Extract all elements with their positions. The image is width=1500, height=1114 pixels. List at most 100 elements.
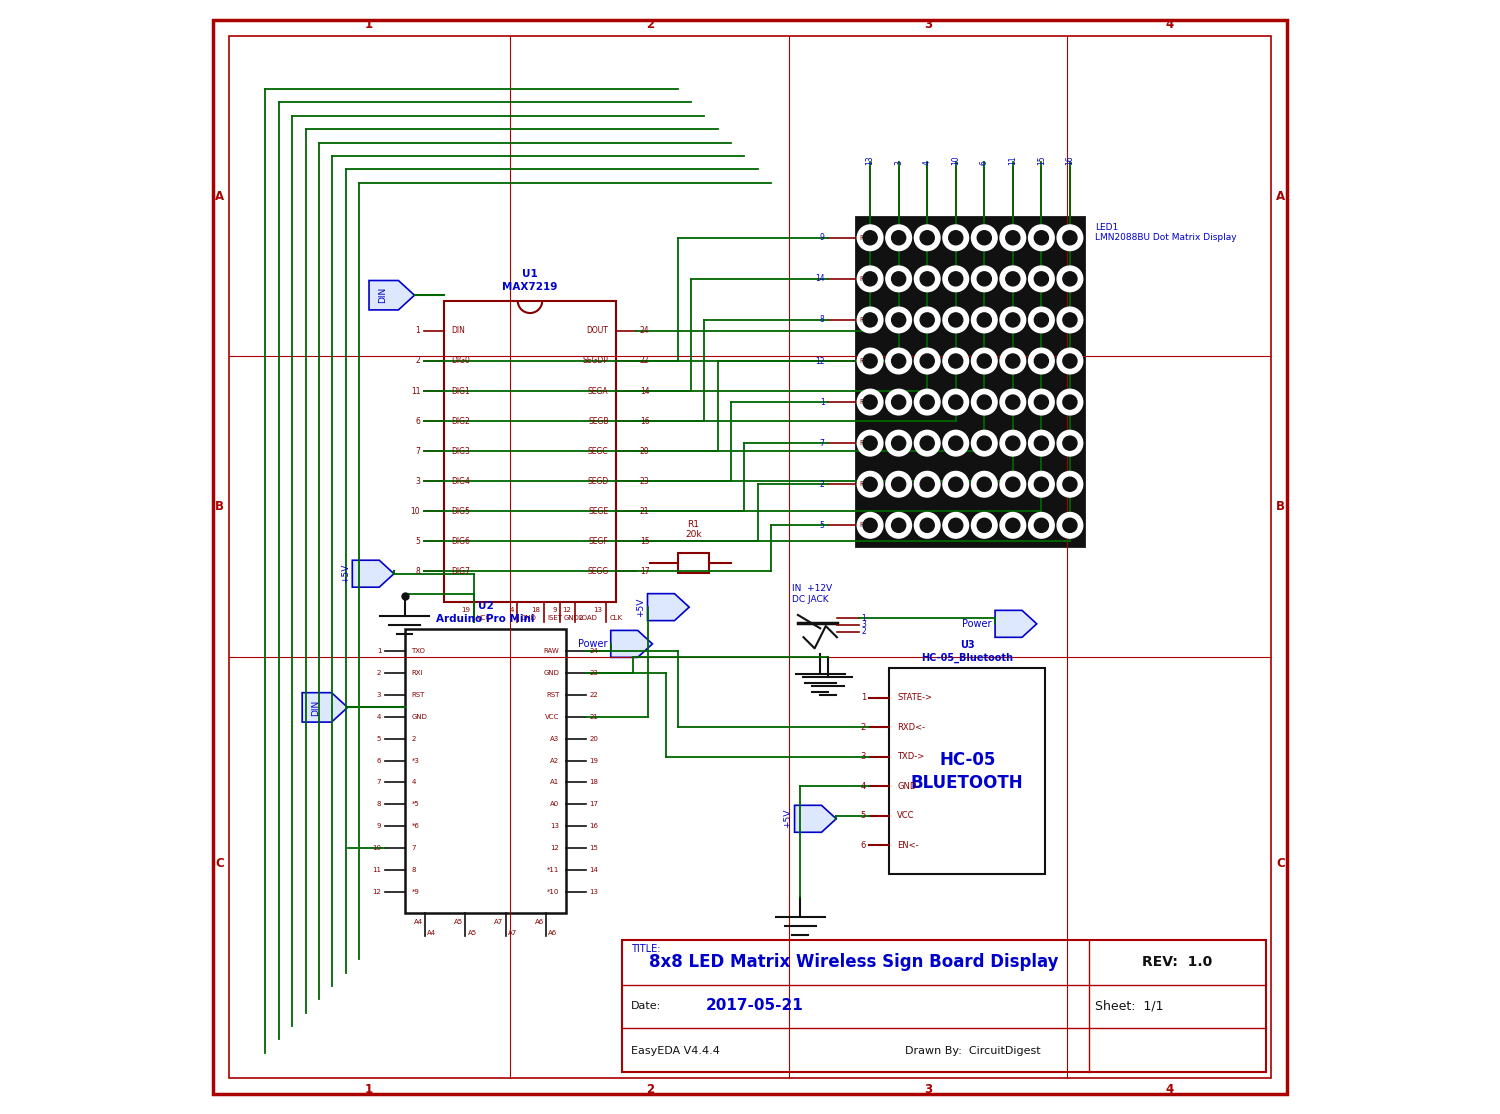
Text: 1: 1 (821, 398, 825, 407)
Text: Power: Power (578, 639, 608, 648)
Text: 5: 5 (376, 735, 381, 742)
Circle shape (862, 354, 877, 368)
Text: 1: 1 (364, 1083, 374, 1096)
Circle shape (1058, 225, 1083, 251)
Text: 13: 13 (865, 155, 874, 165)
Text: 2: 2 (821, 480, 825, 489)
Text: RXD<-: RXD<- (897, 723, 926, 732)
Circle shape (891, 231, 906, 245)
Text: 10: 10 (411, 507, 420, 516)
Circle shape (886, 389, 912, 414)
Circle shape (1035, 313, 1048, 328)
Text: Row6: Row6 (859, 440, 877, 447)
Circle shape (1007, 272, 1020, 286)
Text: 7: 7 (821, 439, 825, 448)
Text: 2: 2 (376, 671, 381, 676)
Circle shape (886, 430, 912, 456)
FancyBboxPatch shape (405, 629, 566, 913)
Circle shape (1064, 436, 1077, 450)
Text: 3: 3 (924, 1083, 933, 1096)
Circle shape (944, 307, 969, 333)
Text: Row5: Row5 (859, 399, 877, 405)
Text: Row1: Row1 (859, 235, 877, 241)
FancyBboxPatch shape (890, 668, 1046, 874)
Text: Row2: Row2 (859, 276, 877, 282)
Circle shape (1007, 354, 1020, 368)
Circle shape (1058, 430, 1083, 456)
Text: 22: 22 (639, 356, 650, 365)
Text: A: A (214, 189, 225, 203)
Text: U3
HC-05_Bluetooth: U3 HC-05_Bluetooth (921, 641, 1013, 663)
Text: GND: GND (520, 615, 537, 620)
Text: A7: A7 (509, 930, 518, 936)
Circle shape (920, 231, 934, 245)
Text: HC-05
BLUETOOTH: HC-05 BLUETOOTH (910, 751, 1023, 792)
Circle shape (976, 354, 992, 368)
Text: SEGE: SEGE (588, 507, 609, 516)
Text: 4: 4 (376, 714, 381, 720)
Text: C: C (216, 857, 223, 870)
Circle shape (1064, 518, 1077, 532)
Text: 13: 13 (550, 823, 560, 829)
Circle shape (886, 471, 912, 497)
Text: 4: 4 (510, 607, 513, 613)
Circle shape (886, 349, 912, 374)
Circle shape (944, 266, 969, 292)
Text: A: A (1275, 189, 1286, 203)
Circle shape (1064, 395, 1077, 409)
Circle shape (1007, 477, 1020, 491)
Text: GND: GND (411, 714, 428, 720)
Polygon shape (795, 805, 836, 832)
Circle shape (1000, 266, 1026, 292)
Text: 1: 1 (861, 614, 865, 623)
Circle shape (920, 395, 934, 409)
Text: SEGC: SEGC (588, 447, 609, 456)
Circle shape (862, 272, 877, 286)
FancyBboxPatch shape (678, 553, 710, 573)
Text: Row8: Row8 (859, 522, 877, 528)
Text: 4: 4 (922, 160, 932, 165)
Text: 8x8 LED Matrix Wireless Sign Board Display: 8x8 LED Matrix Wireless Sign Board Displ… (650, 952, 1059, 971)
Circle shape (948, 272, 963, 286)
Text: 1: 1 (416, 326, 420, 335)
Text: 7: 7 (416, 447, 420, 456)
Circle shape (858, 471, 883, 497)
Circle shape (1000, 307, 1026, 333)
Circle shape (1035, 477, 1048, 491)
Text: A0: A0 (550, 801, 560, 808)
Text: 24: 24 (590, 648, 598, 654)
Text: RST: RST (411, 692, 424, 698)
Text: LED1
LMN2088BU Dot Matrix Display: LED1 LMN2088BU Dot Matrix Display (1095, 223, 1238, 242)
Text: 12: 12 (562, 607, 572, 613)
Text: 7: 7 (376, 780, 381, 785)
Text: GND: GND (897, 782, 916, 791)
Text: 8: 8 (411, 867, 416, 872)
Circle shape (972, 225, 998, 251)
Text: Drawn By:  CircuitDigest: Drawn By: CircuitDigest (904, 1046, 1041, 1056)
Text: 4: 4 (1166, 18, 1174, 31)
Text: RXI: RXI (411, 671, 423, 676)
Circle shape (976, 272, 992, 286)
Circle shape (920, 313, 934, 328)
Text: *9: *9 (411, 889, 419, 895)
Text: Row7: Row7 (859, 481, 877, 487)
Text: DIG4: DIG4 (452, 477, 471, 486)
Text: 9: 9 (821, 233, 825, 242)
Circle shape (858, 307, 883, 333)
Polygon shape (610, 631, 652, 657)
Text: 2: 2 (411, 735, 416, 742)
Text: 14: 14 (815, 274, 825, 283)
Circle shape (891, 354, 906, 368)
Polygon shape (994, 610, 1036, 637)
Text: 1: 1 (376, 648, 381, 654)
Circle shape (858, 512, 883, 538)
Text: A6: A6 (534, 919, 544, 925)
Text: 8: 8 (376, 801, 381, 808)
Text: DIG2: DIG2 (452, 417, 470, 426)
Text: R1
20k: R1 20k (686, 520, 702, 539)
Text: 12: 12 (550, 844, 560, 851)
Text: A2: A2 (550, 758, 560, 763)
Text: REV:  1.0: REV: 1.0 (1142, 955, 1212, 969)
Text: A4: A4 (427, 930, 436, 936)
Text: 3: 3 (376, 692, 381, 698)
